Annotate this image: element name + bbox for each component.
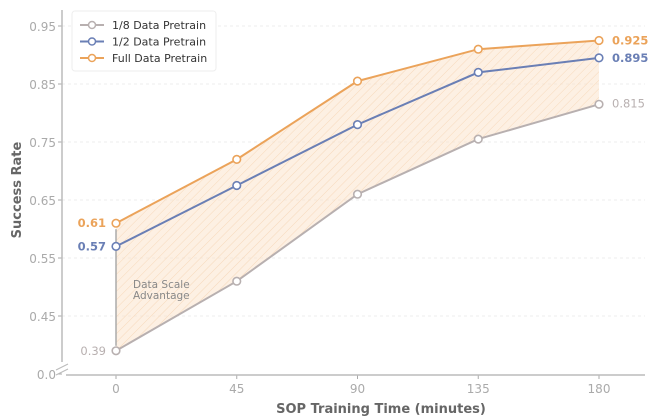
legend-label: 1/2 Data Pretrain xyxy=(112,36,206,49)
advantage-region xyxy=(116,40,599,351)
start-label: 0.57 xyxy=(78,239,106,253)
x-tick-label: 0 xyxy=(112,382,120,396)
data-point xyxy=(594,53,604,63)
legend-marker xyxy=(87,37,97,46)
legend-label: 1/8 Data Pretrain xyxy=(112,19,206,32)
axis-break xyxy=(55,363,69,371)
x-tick-label: 135 xyxy=(467,382,490,396)
data-point xyxy=(473,134,483,144)
start-label: 0.61 xyxy=(78,216,106,230)
legend-box xyxy=(71,10,217,72)
y-tick-label: 0.75 xyxy=(29,136,56,150)
data-point xyxy=(594,35,604,46)
data-point xyxy=(232,180,242,191)
data-point xyxy=(352,119,363,130)
y-tick-label: 0.65 xyxy=(29,194,56,208)
data-point xyxy=(111,346,121,356)
start-label: 0.39 xyxy=(80,344,106,358)
y-tick-label: 0.55 xyxy=(29,252,56,266)
end-label: 0.815 xyxy=(612,96,645,110)
end-label: 0.925 xyxy=(612,34,648,48)
x-tick-label: 45 xyxy=(229,382,244,396)
data-point xyxy=(594,99,604,109)
data-point xyxy=(473,67,483,77)
data-point xyxy=(111,218,121,228)
legend-marker xyxy=(87,20,97,30)
axis-break xyxy=(55,368,69,376)
annotation-line: Advantage xyxy=(133,290,190,302)
x-tick-label: 180 xyxy=(588,382,611,396)
y-axis-label: Success Rate xyxy=(10,141,25,238)
x-tick-label: 90 xyxy=(350,382,365,396)
y-tick-label: 0.85 xyxy=(29,78,56,92)
data-point xyxy=(232,276,242,286)
x-axis-label: SOP Training Time (minutes) xyxy=(276,402,486,417)
data-point xyxy=(473,44,483,54)
legend-marker xyxy=(87,53,97,63)
data-point xyxy=(232,154,242,164)
y-tick-label: 0.0 xyxy=(37,368,56,382)
y-tick-label: 0.45 xyxy=(29,310,56,324)
annotation-line: Data Scale xyxy=(133,279,190,291)
end-label: 0.895 xyxy=(612,51,648,65)
legend-label: Full Data Pretrain xyxy=(112,52,207,65)
data-point xyxy=(352,189,363,199)
y-tick-label: 0.95 xyxy=(29,20,56,34)
data-point xyxy=(352,76,363,86)
data-point xyxy=(111,241,121,251)
